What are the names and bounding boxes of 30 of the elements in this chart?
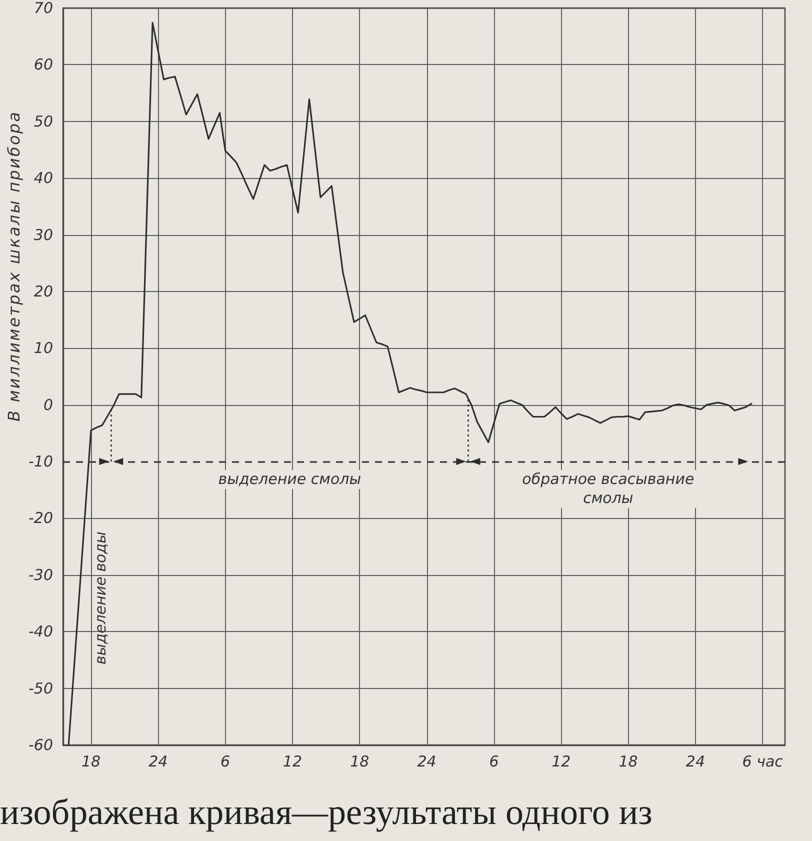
annotation: выделение смолы [216,470,364,489]
annotation: обратное всасывание смолы [506,470,710,508]
x-tick-label: 18 [81,752,101,770]
y-tick-label: -10 [28,452,53,471]
x-tick-label: 18 [350,752,370,770]
x-tick-label: 18 [618,752,638,770]
x-tick-label: 24 [686,752,705,770]
text: изображена кривая—результаты одного из [0,791,654,834]
y-tick-label: 20 [34,282,53,300]
y-tick-label: -20 [28,509,53,528]
y-tick-label: 10 [34,339,53,358]
y-tick-label: 0 [43,396,53,414]
x-tick-label: 12 [552,752,571,770]
y-tick-label: 40 [34,169,53,188]
x-tick-label: 24 [148,752,168,770]
x-tick-label: 24 [417,752,436,770]
y-tick-label: 60 [34,56,53,74]
annotation: выделение воды [92,531,111,664]
y-tick-label: -40 [28,622,53,641]
y-tick-label: -50 [28,679,53,698]
x-tick-label: 6 [489,752,499,770]
y-axis-title: В миллиметрах шкалы прибора [4,110,24,422]
x-tick-label: 6 час [742,752,784,770]
y-tick-label: 30 [34,226,53,244]
y-tick-label: 50 [34,112,53,130]
y-tick-label: 70 [34,0,53,17]
y-tick-label: -60 [28,736,53,754]
x-tick-label: 12 [282,752,302,770]
x-tick-label: 6 [220,752,230,770]
y-tick-label: -30 [28,566,53,584]
